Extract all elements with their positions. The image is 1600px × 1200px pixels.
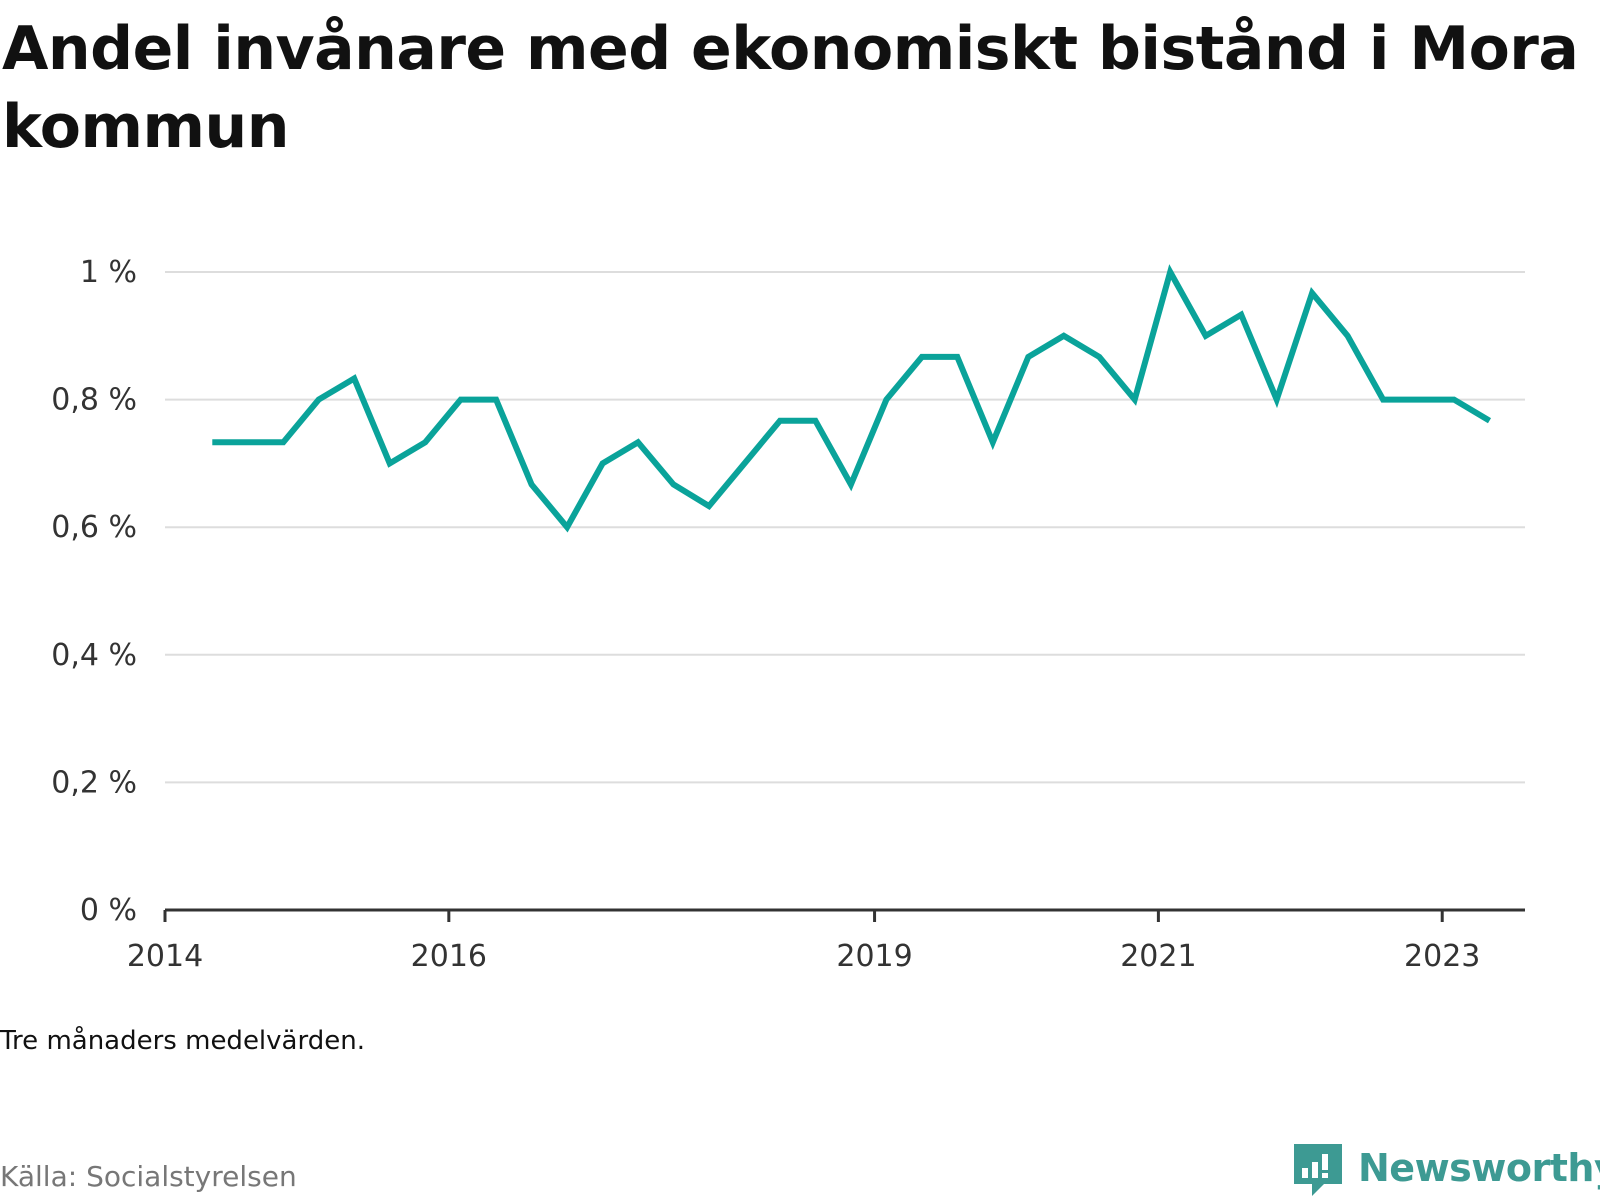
x-tick-label: 2019 <box>836 939 912 974</box>
y-tick-label: 0,8 % <box>51 383 137 418</box>
y-tick-label: 1 % <box>80 255 137 290</box>
x-tick-label: 2023 <box>1404 939 1480 974</box>
y-tick-label: 0 % <box>80 893 137 928</box>
newsworthy-logo: Newsworthy <box>1290 1140 1600 1198</box>
y-tick-label: 0,2 % <box>51 765 137 800</box>
source-credit: Källa: Socialstyrelsen <box>0 1160 297 1193</box>
x-tick-label: 2016 <box>411 939 487 974</box>
gridlines <box>165 271 1525 784</box>
line-chart: 0 %0,2 %0,4 %0,6 %0,8 %1 % 2014 2016 2019 2… <box>51 255 1525 974</box>
brand-name: Newsworthy <box>1358 1146 1600 1190</box>
chart-note: Tre månaders medelvärden. <box>0 1026 365 1056</box>
chart-title: Andel invånare med ekonomiskt bistånd i … <box>2 14 1579 162</box>
newsworthy-logo-icon <box>1294 1144 1342 1196</box>
x-tick-label: 2014 <box>127 939 203 974</box>
y-tick-label: 0,4 % <box>51 638 137 673</box>
y-tick-label: 0,6 % <box>51 510 137 545</box>
x-axis-ticks: 2014 2016 2019 2021 2023 <box>127 910 1480 974</box>
x-tick-label: 2021 <box>1120 939 1196 974</box>
series-line <box>212 264 1492 533</box>
y-axis-ticks: 0 % 0,2 % 0,4 % 0,6 % 0,8 % 1 % <box>51 255 137 928</box>
